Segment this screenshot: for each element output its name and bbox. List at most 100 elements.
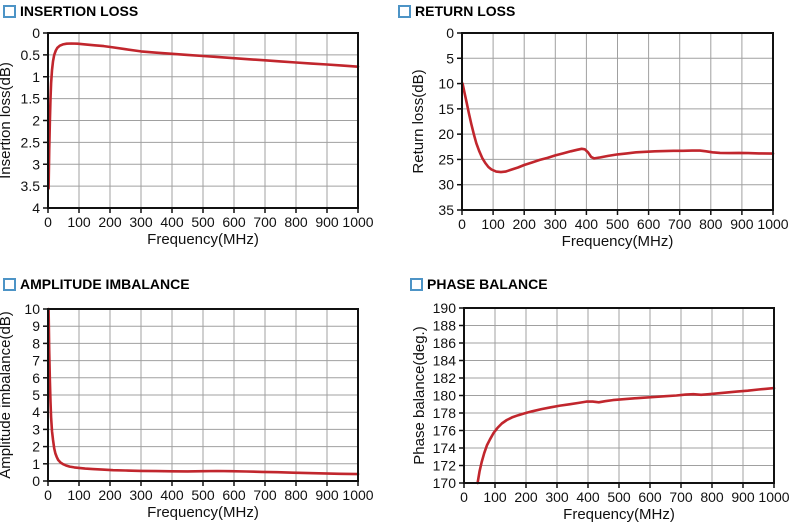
insertion-loss-plot: 0 100 200 300 400 500 600 700 800 900 1000 0 0.5 1 1.5… (0, 25, 374, 248)
svg-text:35: 35 (438, 202, 454, 218)
data-curve (461, 82, 775, 174)
plot-border (463, 307, 775, 484)
svg-text:1.5: 1.5 (21, 91, 41, 107)
svg-text:5: 5 (32, 387, 40, 403)
y-axis-label: Return loss(dB) (410, 69, 427, 173)
svg-text:25: 25 (438, 151, 454, 167)
chart-title-row: AMPLITUDE IMBALANCE (3, 276, 190, 292)
svg-text:700: 700 (253, 487, 277, 503)
svg-text:300: 300 (544, 216, 568, 232)
svg-text:800: 800 (284, 214, 308, 230)
svg-text:1000: 1000 (758, 489, 789, 505)
svg-text:900: 900 (315, 214, 339, 230)
x-tick-labels: 0 100 200 300 400 500 600 700 800 900 1000 (44, 487, 374, 503)
x-axis-label: Frequency(MHz) (562, 233, 674, 250)
svg-text:500: 500 (607, 489, 631, 505)
svg-text:174: 174 (433, 440, 457, 456)
tick-marks (459, 307, 775, 488)
svg-text:100: 100 (483, 489, 507, 505)
phase-balance-plot: 0 100 200 300 400 500 600 700 800 900 100017017217… (411, 300, 790, 522)
svg-text:600: 600 (222, 214, 246, 230)
svg-text:5: 5 (446, 50, 454, 66)
svg-text:700: 700 (253, 214, 277, 230)
svg-text:700: 700 (669, 489, 693, 505)
svg-text:7: 7 (32, 353, 40, 369)
plot-border (461, 32, 774, 211)
svg-text:300: 300 (129, 487, 153, 503)
y-axis-label: Phase balance(deg.) (411, 326, 428, 464)
svg-text:1000: 1000 (342, 487, 373, 503)
chart-title: AMPLITUDE IMBALANCE (20, 276, 190, 292)
svg-text:178: 178 (433, 405, 457, 421)
grid-lines (462, 33, 773, 210)
svg-text:4: 4 (32, 200, 40, 216)
y-tick-labels: 0 5 10 15 20 25 30 35 (438, 25, 454, 218)
plot-border (47, 308, 359, 482)
svg-text:900: 900 (730, 216, 754, 232)
svg-text:200: 200 (514, 489, 538, 505)
svg-text:600: 600 (222, 487, 246, 503)
svg-text:0: 0 (32, 473, 40, 489)
tick-marks (43, 308, 359, 486)
svg-text:8: 8 (32, 335, 40, 351)
return-loss-plot: 0 100 200 300 400 500 600 700 800 900 1000 0 5 10 15 20… (410, 25, 789, 250)
svg-text:500: 500 (191, 214, 215, 230)
grid-lines (48, 33, 358, 208)
svg-text:900: 900 (315, 487, 339, 503)
x-axis-label: Frequency(MHz) (147, 504, 259, 521)
svg-text:400: 400 (160, 487, 184, 503)
svg-text:100: 100 (481, 216, 505, 232)
svg-text:170: 170 (433, 475, 457, 491)
y-axis-label: Amplitude imbalance(dB) (0, 311, 14, 479)
svg-text:200: 200 (98, 487, 122, 503)
svg-text:0: 0 (32, 25, 40, 41)
x-axis-label: Frequency(MHz) (147, 231, 259, 248)
svg-text:190: 190 (433, 300, 457, 316)
data-curve (47, 307, 360, 476)
svg-text:0: 0 (458, 216, 466, 232)
tick-marks (457, 32, 774, 215)
svg-text:20: 20 (438, 126, 454, 142)
x-tick-labels: 0 100 200 300 400 500 600 700 800 900 1000 (460, 489, 790, 505)
svg-text:0.5: 0.5 (21, 47, 41, 63)
amplitude-imbalance-plot: 0 100 200 300 400 500 600 700 800 900 1000 012 34567… (0, 301, 374, 521)
svg-text:0: 0 (44, 487, 52, 503)
svg-text:300: 300 (545, 489, 569, 505)
x-axis-label: Frequency(MHz) (563, 506, 675, 522)
grid-lines (48, 309, 358, 481)
svg-text:400: 400 (575, 216, 599, 232)
section-square-icon (3, 4, 16, 18)
section-square-icon (398, 4, 411, 18)
data-curve (47, 42, 360, 190)
svg-text:2.5: 2.5 (21, 134, 41, 150)
plot-border (47, 32, 359, 209)
svg-text:0: 0 (446, 25, 454, 41)
tick-marks (43, 32, 359, 213)
y-axis-label: Insertion loss(dB) (0, 62, 14, 179)
svg-text:182: 182 (433, 370, 457, 386)
svg-text:800: 800 (700, 489, 724, 505)
chart-title-row: INSERTION LOSS (3, 3, 138, 19)
chart-insertion-loss: INSERTION LOSS 0 100 200 300 400 500 600 700 800… (0, 0, 396, 261)
svg-text:2: 2 (32, 113, 40, 129)
svg-text:184: 184 (433, 353, 457, 369)
svg-text:186: 186 (433, 335, 457, 351)
svg-text:0: 0 (44, 214, 52, 230)
svg-text:800: 800 (284, 487, 308, 503)
chart-amplitude-imbalance: AMPLITUDE IMBALANCE 0 100 200 300 400 500 600 7… (0, 261, 396, 522)
svg-text:9: 9 (32, 318, 40, 334)
svg-text:400: 400 (160, 214, 184, 230)
svg-text:100: 100 (67, 214, 91, 230)
svg-text:188: 188 (433, 318, 457, 334)
svg-text:1000: 1000 (757, 216, 788, 232)
svg-text:10: 10 (438, 76, 454, 92)
x-tick-labels: 0 100 200 300 400 500 600 700 800 900 1000 (458, 216, 789, 232)
data-curve (476, 386, 776, 485)
section-square-icon (3, 277, 16, 291)
svg-text:180: 180 (433, 388, 457, 404)
x-tick-labels: 0 100 200 300 400 500 600 700 800 900 1000 (44, 214, 374, 230)
chart-title-row: RETURN LOSS (398, 3, 515, 19)
chart-title: RETURN LOSS (415, 3, 516, 19)
